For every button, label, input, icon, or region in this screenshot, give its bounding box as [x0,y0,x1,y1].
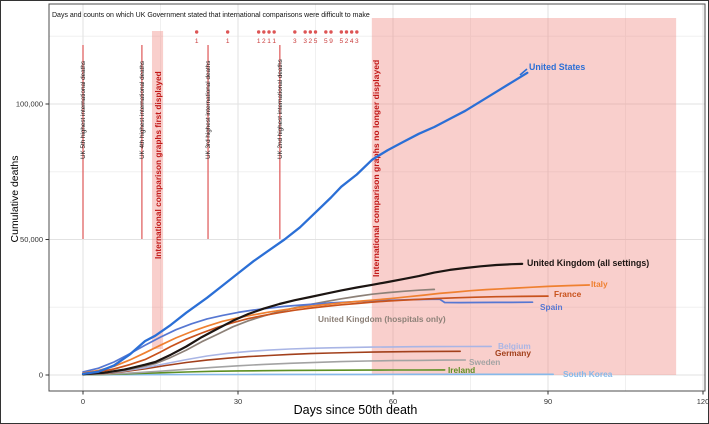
series-line-france [82,295,549,375]
series-line-spain [82,298,534,373]
x-tick-label: 0 [81,397,85,406]
y-tick-label: 50,000 [20,235,43,244]
event-band-first-displayed [151,31,164,349]
label-leader-line [519,68,528,76]
x-tick-label: 120 [697,397,709,406]
series-line-south-korea [82,373,555,376]
count-marker-dot [262,30,266,34]
count-marker-value: 5 [324,38,328,45]
count-marker-dot [355,30,359,34]
series-label-italy: Italy [591,279,608,289]
count-marker-value: 4 [350,38,354,45]
count-marker-value: 9 [329,38,333,45]
series-line-ireland [82,369,446,376]
count-marker-value: 3 [303,38,307,45]
series-label-south-korea: South Korea [563,369,613,379]
y-tick-label: 100,000 [16,100,43,109]
count-marker-value: 3 [293,38,297,45]
event-line-label: UK 3rd highest international deaths [205,61,212,159]
count-marker-dot [349,30,354,34]
y-tick-label: 0 [39,371,43,380]
event-line-label: UK 4th highest international deaths [139,61,146,159]
chart-annotation-title: Days and counts on which UK Government s… [52,12,370,19]
count-marker-value: 2 [309,38,313,45]
series-label-belgium: Belgium [498,341,531,351]
series-label-united-states: United States [529,62,585,72]
count-marker-value: 1 [272,38,276,45]
plot-panel [49,4,705,391]
count-marker-dot [308,30,313,34]
series-label-germany: Germany [495,348,531,358]
count-marker-value: 5 [340,38,344,45]
count-marker-value: 1 [257,38,261,45]
count-marker-dot [272,30,276,34]
x-axis-title: Days since 50th death [293,403,418,417]
count-marker-dot [344,30,349,34]
series-label-united-kingdom-hospitals-only: United Kingdom (hospitals only) [318,314,446,324]
count-marker-value: 3 [355,38,359,45]
event-line-label: UK 5th highest international deaths [80,61,87,159]
count-marker-dot [194,30,199,34]
count-marker-dot [225,30,230,34]
series-line-italy [82,284,591,374]
event-line-label: UK 2nd highest international deaths [277,59,284,159]
count-marker-dot [267,30,271,34]
x-tick-label: 60 [389,397,397,406]
series-line-united-states [81,71,529,376]
event-band-label: International comparison graphs first di… [153,71,163,259]
count-marker-dot [324,30,328,34]
count-marker-dot [339,30,344,34]
count-marker-value: 1 [195,38,199,45]
panel-border [48,3,706,392]
event-band-label: International comparison graphs no longe… [371,60,381,277]
series-label-united-kingdom-all-settings: United Kingdom (all settings) [527,258,649,268]
series-line-germany [82,350,462,376]
series-label-spain: Spain [540,302,563,312]
count-marker-value: 1 [267,38,271,45]
count-marker-dot [256,30,261,34]
count-marker-dot [329,30,333,34]
series-line-united-kingdom-all-settings [81,262,524,376]
series-line-belgium [82,345,493,376]
count-marker-dot [313,30,318,34]
count-marker-value: 2 [262,38,266,45]
series-label-france: France [554,289,582,299]
count-marker-value: 2 [345,38,349,45]
event-band-no-longer-displayed [371,18,677,375]
count-marker-value: 1 [226,38,230,45]
count-marker-dot [303,30,307,34]
y-axis-title: Cumulative deaths [9,155,21,243]
x-tick-label: 30 [234,397,242,406]
count-marker-value: 5 [314,38,318,45]
count-marker-dot [293,30,297,34]
series-line-sweden [82,359,467,376]
series-label-ireland: Ireland [448,365,475,375]
x-tick-label: 90 [544,397,552,406]
series-label-sweden: Sweden [469,357,500,367]
